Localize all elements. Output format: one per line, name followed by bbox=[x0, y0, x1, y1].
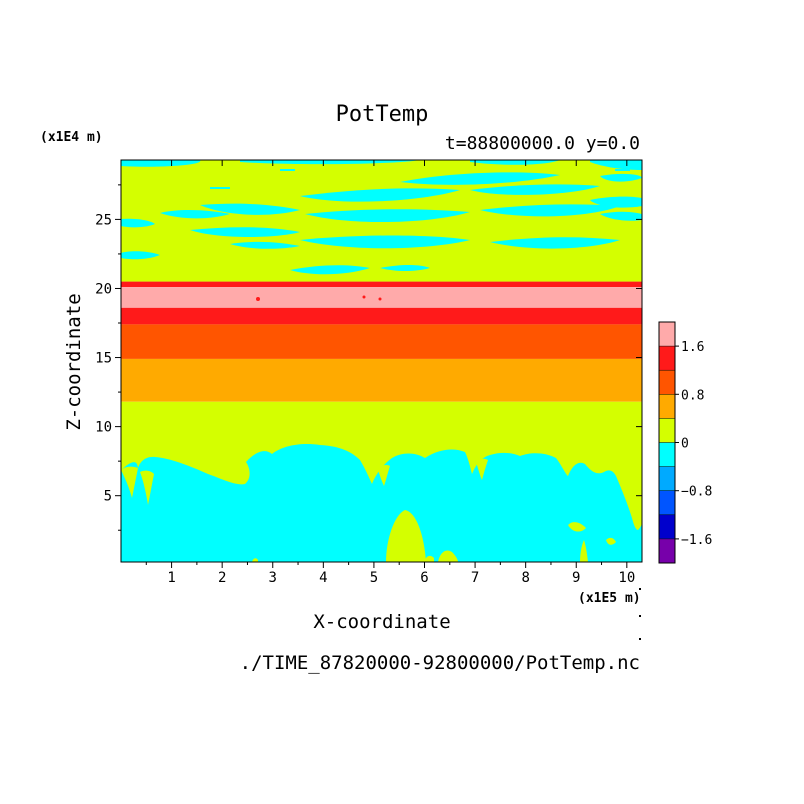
x-tick-label: 2 bbox=[218, 570, 226, 586]
colorbar-swatch-9 bbox=[659, 538, 675, 563]
y-axis-label: Z-coordinate bbox=[63, 293, 85, 430]
chart-subtitle: t=88800000.0 y=0.0 bbox=[445, 133, 640, 154]
x-tick-label: 3 bbox=[269, 570, 277, 586]
colorbar-swatch-4 bbox=[659, 418, 675, 443]
y-tick-label: 20 bbox=[95, 281, 112, 297]
x-tick-label: 1 bbox=[167, 570, 175, 586]
colorbar-swatch-2 bbox=[659, 370, 675, 395]
x-axis-unit: (x1E5 m) bbox=[578, 591, 641, 606]
colorbar-swatch-5 bbox=[659, 442, 675, 467]
contour-layer-4 bbox=[121, 358, 642, 402]
x-axis-label: X-coordinate bbox=[313, 611, 450, 633]
contour-layer-1 bbox=[121, 287, 642, 308]
colorbar-swatch-7 bbox=[659, 490, 675, 515]
x-tick-label: 10 bbox=[618, 570, 635, 586]
x-tick-label: 6 bbox=[420, 570, 428, 586]
lower-positive-intrusions bbox=[121, 458, 616, 562]
contour-field bbox=[121, 160, 642, 562]
pink-band-specks bbox=[256, 295, 382, 301]
x-tick-label: 4 bbox=[319, 570, 327, 586]
colorbar-swatch-0 bbox=[659, 322, 675, 347]
y-tick-label: 10 bbox=[95, 420, 112, 436]
colorbar-tick-label: 0.8 bbox=[681, 388, 704, 403]
y-tick-label: 15 bbox=[95, 351, 112, 367]
y-tick-label: 5 bbox=[104, 489, 112, 505]
x-tick-label: 7 bbox=[471, 570, 479, 586]
contour-layer-0 bbox=[121, 281, 642, 288]
colorbar-swatch-6 bbox=[659, 466, 675, 491]
pink-red-boundary bbox=[121, 311, 642, 318]
y-tick-label: 25 bbox=[95, 212, 112, 228]
y-axis-unit: (x1E4 m) bbox=[40, 130, 103, 145]
colorbar-swatch-1 bbox=[659, 346, 675, 371]
lower-negative-region bbox=[121, 444, 642, 562]
colorbar: 1.6 0.8 0 −0.8 −1.6 bbox=[659, 322, 712, 563]
colorbar-tick-label: −0.8 bbox=[681, 485, 712, 500]
colorbar-tick-label: −1.6 bbox=[681, 533, 712, 548]
contour-layer-3 bbox=[121, 324, 642, 359]
x-tick-label: 8 bbox=[521, 570, 529, 586]
colorbar-swatch-3 bbox=[659, 394, 675, 419]
x-tick-label: 5 bbox=[370, 570, 378, 586]
chart-title: PotTemp bbox=[336, 102, 429, 127]
x-tick-label: 9 bbox=[572, 570, 580, 586]
colorbar-tick-label: 1.6 bbox=[681, 340, 704, 355]
colorbar-frame bbox=[658, 321, 676, 564]
upper-negative-streaks bbox=[121, 160, 642, 275]
y-axis-ticks: 5 10 15 20 25 bbox=[95, 184, 642, 531]
plot-frame bbox=[120, 159, 643, 563]
upper-dashes bbox=[210, 169, 630, 189]
edge-marks bbox=[639, 588, 641, 640]
x-axis-ticks: 1 2 3 4 5 6 7 8 9 10 bbox=[145, 160, 635, 586]
colorbar-swatch-8 bbox=[659, 514, 675, 539]
colorbar-tick-label: 0 bbox=[681, 437, 689, 452]
source-file-path: ./TIME_87820000-92800000/PotTemp.nc bbox=[240, 652, 640, 674]
